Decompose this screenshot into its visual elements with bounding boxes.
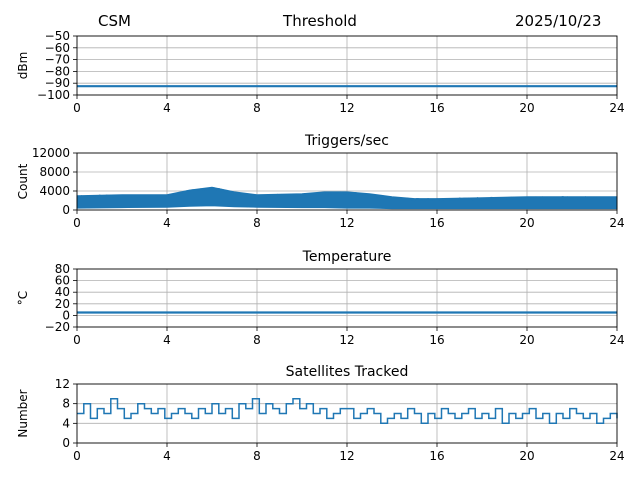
chart-panel-3 (73, 268, 618, 331)
chart-panel-1 (73, 35, 618, 99)
x-tick-label: 20 (519, 101, 534, 115)
y-axis-label: °C (16, 291, 30, 305)
header-left-label: CSM (98, 12, 131, 30)
header-date-label: 2025/10/23 (515, 12, 602, 30)
series-line (77, 398, 618, 425)
y-tick-label: 0 (62, 308, 70, 322)
y-tick-label: 8000 (39, 165, 70, 179)
y-tick-label: 0 (62, 436, 70, 450)
x-tick-label: 24 (609, 216, 624, 230)
x-tick-label: 20 (519, 333, 534, 347)
x-tick-label: 16 (429, 449, 444, 463)
y-tick-label: −80 (45, 64, 70, 78)
x-tick-label: 4 (163, 333, 171, 347)
y-tick-label: 60 (55, 274, 70, 288)
y-tick-label: 20 (55, 297, 70, 311)
y-tick-label: −50 (45, 29, 70, 43)
y-tick-label: −60 (45, 41, 70, 55)
y-tick-label: 8 (62, 397, 70, 411)
series-line (76, 186, 618, 202)
x-tick-label: 16 (429, 216, 444, 230)
x-tick-label: 24 (609, 449, 624, 463)
x-tick-label: 8 (253, 216, 261, 230)
x-tick-label: 12 (339, 333, 354, 347)
x-tick-label: 0 (73, 101, 81, 115)
y-tick-label: 12000 (32, 146, 70, 160)
y-tick-label: −100 (37, 88, 70, 102)
x-tick-label: 24 (609, 101, 624, 115)
x-tick-label: 12 (339, 216, 354, 230)
x-tick-label: 0 (73, 333, 81, 347)
x-tick-label: 0 (73, 449, 81, 463)
chart-panel-4 (73, 383, 618, 447)
y-axis-label: dBm (16, 52, 30, 80)
chart-panel-2 (73, 152, 618, 214)
x-tick-label: 8 (253, 333, 261, 347)
x-tick-label: 4 (163, 101, 171, 115)
x-tick-label: 16 (429, 101, 444, 115)
y-tick-label: 4 (62, 416, 70, 430)
y-tick-label: 12 (55, 377, 70, 391)
x-tick-label: 8 (253, 449, 261, 463)
chart-title: Triggers/sec (304, 133, 389, 149)
y-tick-label: 4000 (39, 184, 70, 198)
x-tick-label: 8 (253, 101, 261, 115)
y-axis-label: Number (16, 389, 30, 437)
x-tick-label: 20 (519, 449, 534, 463)
y-tick-label: 0 (62, 203, 70, 217)
header-center-label: Threshold (283, 12, 357, 30)
x-tick-label: 0 (73, 216, 81, 230)
x-tick-label: 16 (429, 333, 444, 347)
x-tick-label: 4 (163, 216, 171, 230)
y-tick-label: −70 (45, 53, 70, 67)
chart-title: Temperature (302, 249, 392, 265)
chart-title: Satellites Tracked (286, 364, 409, 380)
x-tick-label: 12 (339, 101, 354, 115)
y-tick-label: −20 (45, 320, 70, 334)
y-tick-label: 80 (55, 262, 70, 276)
x-tick-label: 4 (163, 449, 171, 463)
y-tick-label: −90 (45, 76, 70, 90)
y-axis-label: Count (16, 163, 30, 199)
x-tick-label: 12 (339, 449, 354, 463)
x-tick-label: 24 (609, 333, 624, 347)
x-tick-label: 20 (519, 216, 534, 230)
y-tick-label: 40 (55, 285, 70, 299)
